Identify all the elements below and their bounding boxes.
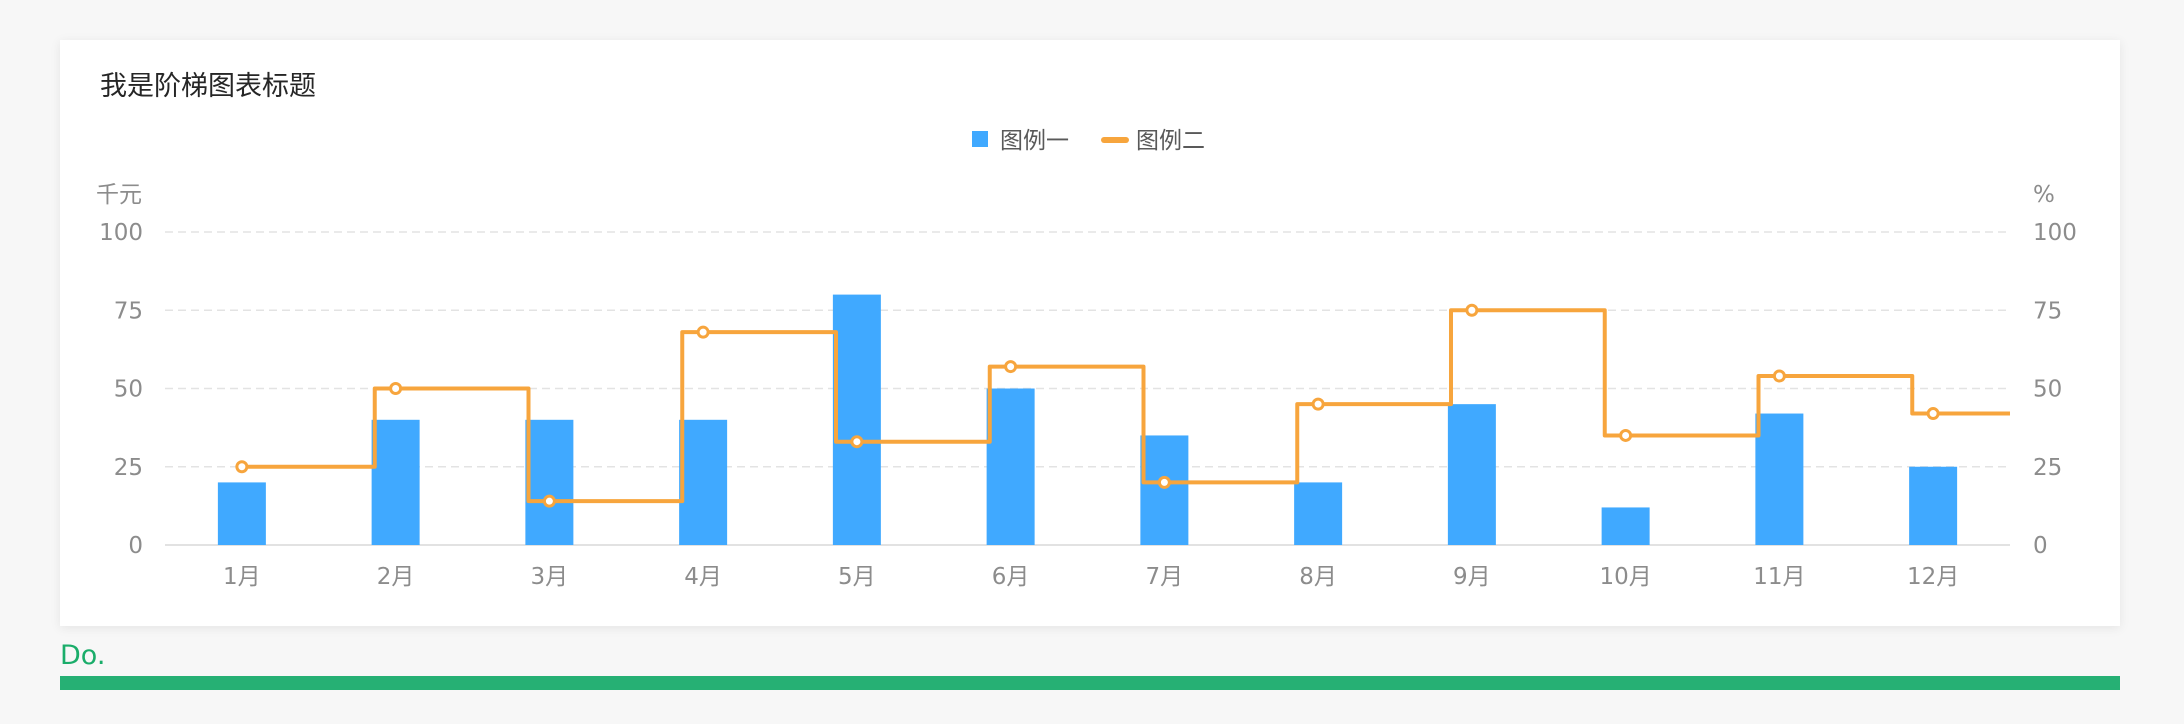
success-strip	[60, 676, 2120, 690]
bar-series	[217, 294, 1958, 545]
line-point	[235, 460, 249, 474]
x-tick-label: 9月	[1453, 564, 1491, 590]
line-point	[542, 494, 556, 508]
legend-swatch-bar	[972, 131, 988, 147]
y-right-tick-label: 75	[2033, 298, 2062, 324]
step-line-series	[235, 303, 2010, 508]
y-left-tick-label: 50	[114, 377, 143, 403]
bar	[679, 419, 728, 545]
y-left-tick-label: 0	[128, 533, 143, 559]
bar	[832, 294, 881, 545]
bar	[986, 388, 1035, 545]
y-left-tick-label: 75	[114, 298, 143, 324]
y-left-tick-label: 100	[99, 220, 143, 246]
y-right-tick-label: 0	[2033, 533, 2048, 559]
x-tick-label: 6月	[992, 564, 1030, 590]
y-right-tick-label: 50	[2033, 377, 2062, 403]
bar	[217, 482, 266, 545]
step-line	[241, 308, 2010, 504]
line-point	[1004, 360, 1018, 374]
x-tick-label: 8月	[1299, 564, 1337, 590]
y-right-unit: %	[2033, 182, 2055, 208]
y-right-tick-label: 100	[2033, 220, 2077, 246]
x-tick-label: 7月	[1146, 564, 1184, 590]
x-tick-label: 2月	[377, 564, 415, 590]
grid-lines	[165, 231, 2010, 546]
bar	[1601, 507, 1650, 545]
bar	[1140, 435, 1189, 545]
line-point	[850, 435, 864, 449]
line-point	[1465, 303, 1479, 317]
bar	[1294, 482, 1343, 545]
bar	[525, 419, 574, 545]
bar	[371, 419, 420, 545]
line-point	[1619, 428, 1633, 442]
caption-text: Do.	[60, 640, 106, 671]
bar	[1447, 404, 1496, 545]
y-left-tick-label: 25	[114, 455, 143, 481]
legend: 图例一 图例二	[972, 128, 1205, 154]
x-tick-label: 5月	[838, 564, 876, 590]
line-point	[389, 382, 403, 395]
line-point	[1311, 397, 1325, 411]
chart-title: 我是阶梯图表标题	[100, 71, 316, 102]
x-tick-label: 3月	[531, 564, 569, 590]
legend-label: 图例二	[1136, 128, 1205, 154]
y-right-tick-label: 25	[2033, 455, 2062, 481]
x-tick-label: 12月	[1907, 564, 1959, 590]
legend-label: 图例一	[1000, 128, 1069, 154]
line-point	[1772, 369, 1786, 383]
y-left-unit: 千元	[96, 182, 142, 208]
line-point	[696, 325, 710, 339]
bar	[1755, 413, 1804, 545]
bar	[1909, 466, 1958, 545]
line-point	[1926, 407, 1940, 421]
x-tick-label: 4月	[684, 564, 722, 590]
line-point	[1157, 475, 1171, 489]
axes: 0 25 50 75 100 0 25 50 75 100 千元 % 1月 2月 3月 4月 5月 6月 7月 8月 9…	[96, 182, 2077, 590]
x-tick-label: 10月	[1599, 564, 1651, 590]
x-tick-label: 11月	[1753, 564, 1805, 590]
x-tick-label: 1月	[223, 564, 261, 590]
